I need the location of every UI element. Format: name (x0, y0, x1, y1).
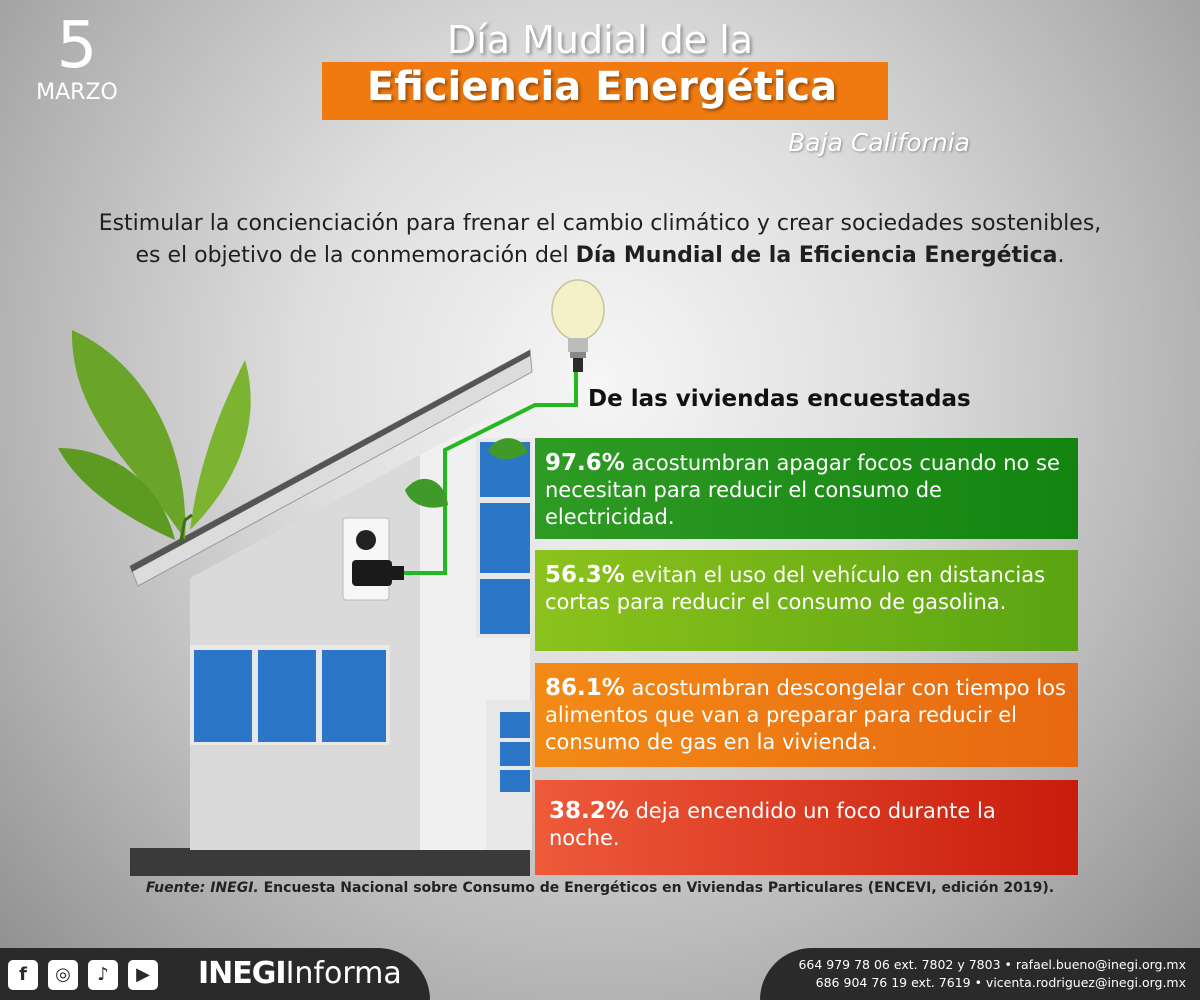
title-line1: Día Mudial de la (446, 18, 754, 62)
intro-line1: Estimular la concienciación para frenar … (98, 211, 1102, 236)
title-line2: Eficiencia Energética (366, 64, 838, 110)
date-day: 5 (56, 9, 98, 83)
window-pane (194, 650, 252, 742)
stat-text: acostumbran descongelar con tiempo los a… (545, 676, 1066, 754)
brand-light: Informa (285, 956, 402, 991)
facebook-icon[interactable]: f (8, 960, 38, 990)
stat-card: 38.2% deja encendido un foco durante la … (535, 780, 1078, 875)
plug-neck (390, 566, 404, 580)
leaf-big (71, 330, 186, 540)
brand-logo: INEGIInforma (198, 956, 402, 991)
leaf-big (190, 360, 251, 530)
intro-line2-suffix: . (1057, 243, 1065, 268)
intro-line2: es el objetivo de la conmemoración del D… (40, 240, 1160, 272)
bulb-socket (573, 358, 583, 372)
survey-subtitle: De las viviendas encuestadas (588, 386, 971, 412)
stat-card: 86.1% acostumbran descongelar con tiempo… (535, 663, 1078, 767)
intro-line2-prefix: es el objetivo de la conmemoración del (135, 243, 576, 268)
stat-text: evitan el uso del vehículo en distancias… (545, 563, 1046, 614)
contact-line1: 664 979 78 06 ext. 7802 y 7803 • rafael.… (798, 957, 1186, 972)
plug (352, 560, 392, 586)
title-banner (322, 62, 888, 120)
door-pane (500, 712, 530, 738)
stat-value: 56.3% (545, 562, 625, 588)
social-links: f ◎ ♪ ▶ (8, 960, 158, 990)
youtube-icon[interactable]: ▶ (128, 960, 158, 990)
brand-bold: INEGI (198, 956, 287, 991)
date-badge: 5 MARZO (22, 14, 132, 105)
contact-info: 664 979 78 06 ext. 7802 y 7803 • rafael.… (798, 956, 1186, 992)
stat-text: deja encendido un foco durante la noche. (549, 799, 996, 850)
source-note: Fuente: INEGI. Encuesta Nacional sobre C… (0, 880, 1200, 896)
stat-card: 56.3% evitan el uso del vehículo en dist… (535, 550, 1078, 651)
leaf-small (405, 478, 448, 508)
intro-line2-bold: Día Mundial de la Eficiencia Energética (575, 243, 1058, 268)
window-pane (322, 650, 386, 742)
window-pane (480, 503, 530, 573)
outlet-socket (356, 530, 376, 550)
stat-value: 97.6% (545, 450, 625, 476)
footer-right-bar (760, 948, 1200, 1000)
contact-line2: 686 904 76 19 ext. 7619 • vicenta.rodrig… (815, 975, 1186, 990)
intro-text: Estimular la concienciación para frenar … (40, 208, 1160, 272)
stat-value: 86.1% (545, 675, 625, 701)
bulb-base (568, 338, 588, 352)
plant-stem (178, 513, 193, 546)
door-pane (500, 742, 530, 766)
bulb-base (570, 352, 586, 358)
door-pane (500, 770, 530, 792)
window-pane (258, 650, 316, 742)
roof-edge (130, 350, 530, 572)
window-pane (480, 579, 530, 634)
stat-card: 97.6% acostumbran apagar focos cuando no… (535, 438, 1078, 539)
twitter-icon[interactable]: ♪ (88, 960, 118, 990)
source-label: Fuente: INEGI. (145, 880, 259, 896)
leaf-big (58, 448, 175, 540)
stat-value: 38.2% (549, 798, 629, 824)
power-cable (404, 372, 578, 575)
lightbulb-icon (551, 279, 605, 341)
leaf-small (488, 438, 528, 460)
instagram-icon[interactable]: ◎ (48, 960, 78, 990)
stat-text: acostumbran apagar focos cuando no se ne… (545, 451, 1060, 529)
region-label: Baja California (788, 128, 970, 157)
ground-base (130, 848, 530, 876)
date-month: MARZO (36, 80, 118, 105)
source-text: Encuesta Nacional sobre Consumo de Energ… (258, 880, 1055, 896)
